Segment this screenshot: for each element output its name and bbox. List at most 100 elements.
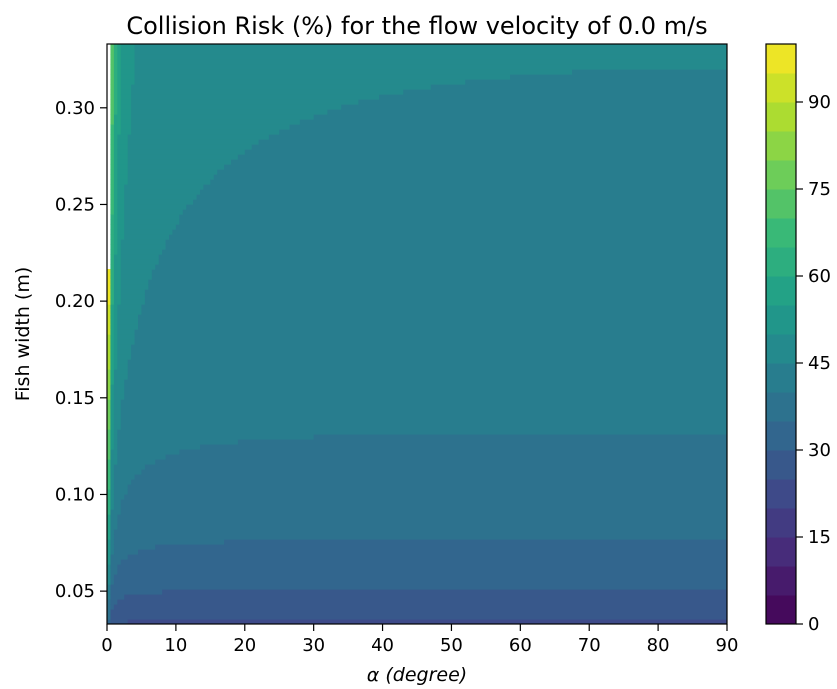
colorbar-tick-label: 0 xyxy=(808,614,819,635)
contour-band-cell xyxy=(110,299,115,305)
contour-band-cell xyxy=(110,559,122,565)
contour-band-cell xyxy=(127,159,232,165)
contour-band-cell xyxy=(127,554,727,560)
contour-band-cell xyxy=(110,99,115,105)
contour-band-cell xyxy=(110,109,115,115)
colorbar-band xyxy=(766,450,796,480)
contour-band-cell xyxy=(110,194,115,200)
contour-band-cell xyxy=(113,104,118,110)
colorbar-tick-label: 15 xyxy=(808,527,831,548)
contour-band-cell xyxy=(113,214,118,220)
contour-band-cell xyxy=(107,369,112,375)
contour-band-cell xyxy=(107,459,112,465)
contour-band-cell xyxy=(134,79,466,85)
contour-band-cell xyxy=(107,404,112,410)
colorbar-band xyxy=(766,305,796,335)
contour-band-cell xyxy=(110,614,727,620)
contour-band-cell xyxy=(113,434,118,440)
contour-band-cell xyxy=(127,174,215,180)
y-tick-label: 0.20 xyxy=(55,291,95,312)
contour-band-cell xyxy=(117,99,122,105)
contour-band-cell xyxy=(113,299,122,305)
contour-band-cell xyxy=(117,569,727,575)
contour-band-cell xyxy=(110,169,115,175)
x-tick-label: 50 xyxy=(440,635,463,656)
contour-band-cell xyxy=(107,564,112,570)
contour-band-cell xyxy=(113,464,146,470)
contour-band-cell xyxy=(117,429,727,435)
contour-band-cell xyxy=(113,439,118,445)
contour-band-cell xyxy=(158,259,727,265)
contour-band-cell xyxy=(117,454,167,460)
contour-band-cell xyxy=(179,214,727,220)
contour-band-cell xyxy=(107,424,112,430)
contour-band-cell xyxy=(113,174,118,180)
contour-band-cell xyxy=(144,289,727,295)
contour-band-cell xyxy=(110,569,118,575)
contour-band-cell xyxy=(120,109,132,115)
contour-band-cell xyxy=(162,589,727,595)
contour-band-cell xyxy=(113,179,118,185)
colorbar-band xyxy=(766,421,796,451)
contour-band-cell xyxy=(117,439,239,445)
contour-band-cell xyxy=(113,204,118,210)
contour-band-cell xyxy=(110,94,115,100)
contour-band-cell xyxy=(110,619,129,624)
contour-band-cell xyxy=(131,349,727,355)
contour-band-cell xyxy=(107,354,112,360)
contour-band-cell xyxy=(107,479,112,485)
contour-band-cell xyxy=(127,369,727,375)
contour-band-cell xyxy=(110,254,115,260)
contour-band-cell xyxy=(107,604,112,610)
contour-band-cell xyxy=(134,339,727,345)
contour-band-cell xyxy=(165,454,727,460)
contour-band-cell xyxy=(127,619,727,624)
contour-band-cell xyxy=(127,169,218,175)
contour-band-cell xyxy=(107,524,112,530)
y-tick-label: 0.15 xyxy=(55,388,95,409)
contour-band-cell xyxy=(237,154,727,160)
contour-band-cell xyxy=(113,469,143,475)
contour-band-cell xyxy=(113,124,122,130)
contour-band-cell xyxy=(117,69,122,75)
contour-band-cell xyxy=(144,294,727,300)
contour-band-cell xyxy=(110,459,118,465)
contour-band-cell xyxy=(113,119,122,125)
contour-band-cell xyxy=(110,464,115,470)
contour-band-cell xyxy=(141,469,727,475)
contour-band-cell xyxy=(120,239,167,245)
contour-band-cell xyxy=(131,84,432,90)
contour-band-cell xyxy=(110,554,129,560)
contour-band-cell xyxy=(117,144,129,150)
contour-band-cell xyxy=(117,359,129,365)
contour-band-cell xyxy=(107,394,112,400)
contour-band-cell xyxy=(107,549,112,555)
colorbar-band xyxy=(766,131,796,161)
contour-band-cell xyxy=(120,89,132,95)
contour-band-cell xyxy=(107,279,112,285)
contour-band-cell xyxy=(117,134,129,140)
contour-band-cell xyxy=(134,329,727,335)
contour-band-cell xyxy=(117,349,132,355)
contour-band-cell xyxy=(131,99,360,105)
y-tick-label: 0.30 xyxy=(55,98,95,119)
contour-band-cell xyxy=(117,219,125,225)
contour-band-cell xyxy=(110,89,115,95)
contour-band-cell xyxy=(155,264,727,270)
contour-band-cell xyxy=(113,474,136,480)
contour-band-cell xyxy=(134,69,573,75)
contour-band-cell xyxy=(120,124,132,130)
contour-band-cell xyxy=(113,379,125,385)
contour-band-cell xyxy=(113,264,122,270)
contour-band-cell xyxy=(134,74,511,80)
contour-band-cell xyxy=(186,204,727,210)
contour-band-cell xyxy=(120,509,727,515)
contour-band-cell xyxy=(110,184,115,190)
contour-band-cell xyxy=(113,59,118,65)
contour-band-cell xyxy=(131,479,727,485)
contour-band-cell xyxy=(120,559,727,565)
contour-band-cell xyxy=(113,604,727,610)
contour-band-cell xyxy=(107,539,112,545)
contour-band-cell xyxy=(120,104,132,110)
